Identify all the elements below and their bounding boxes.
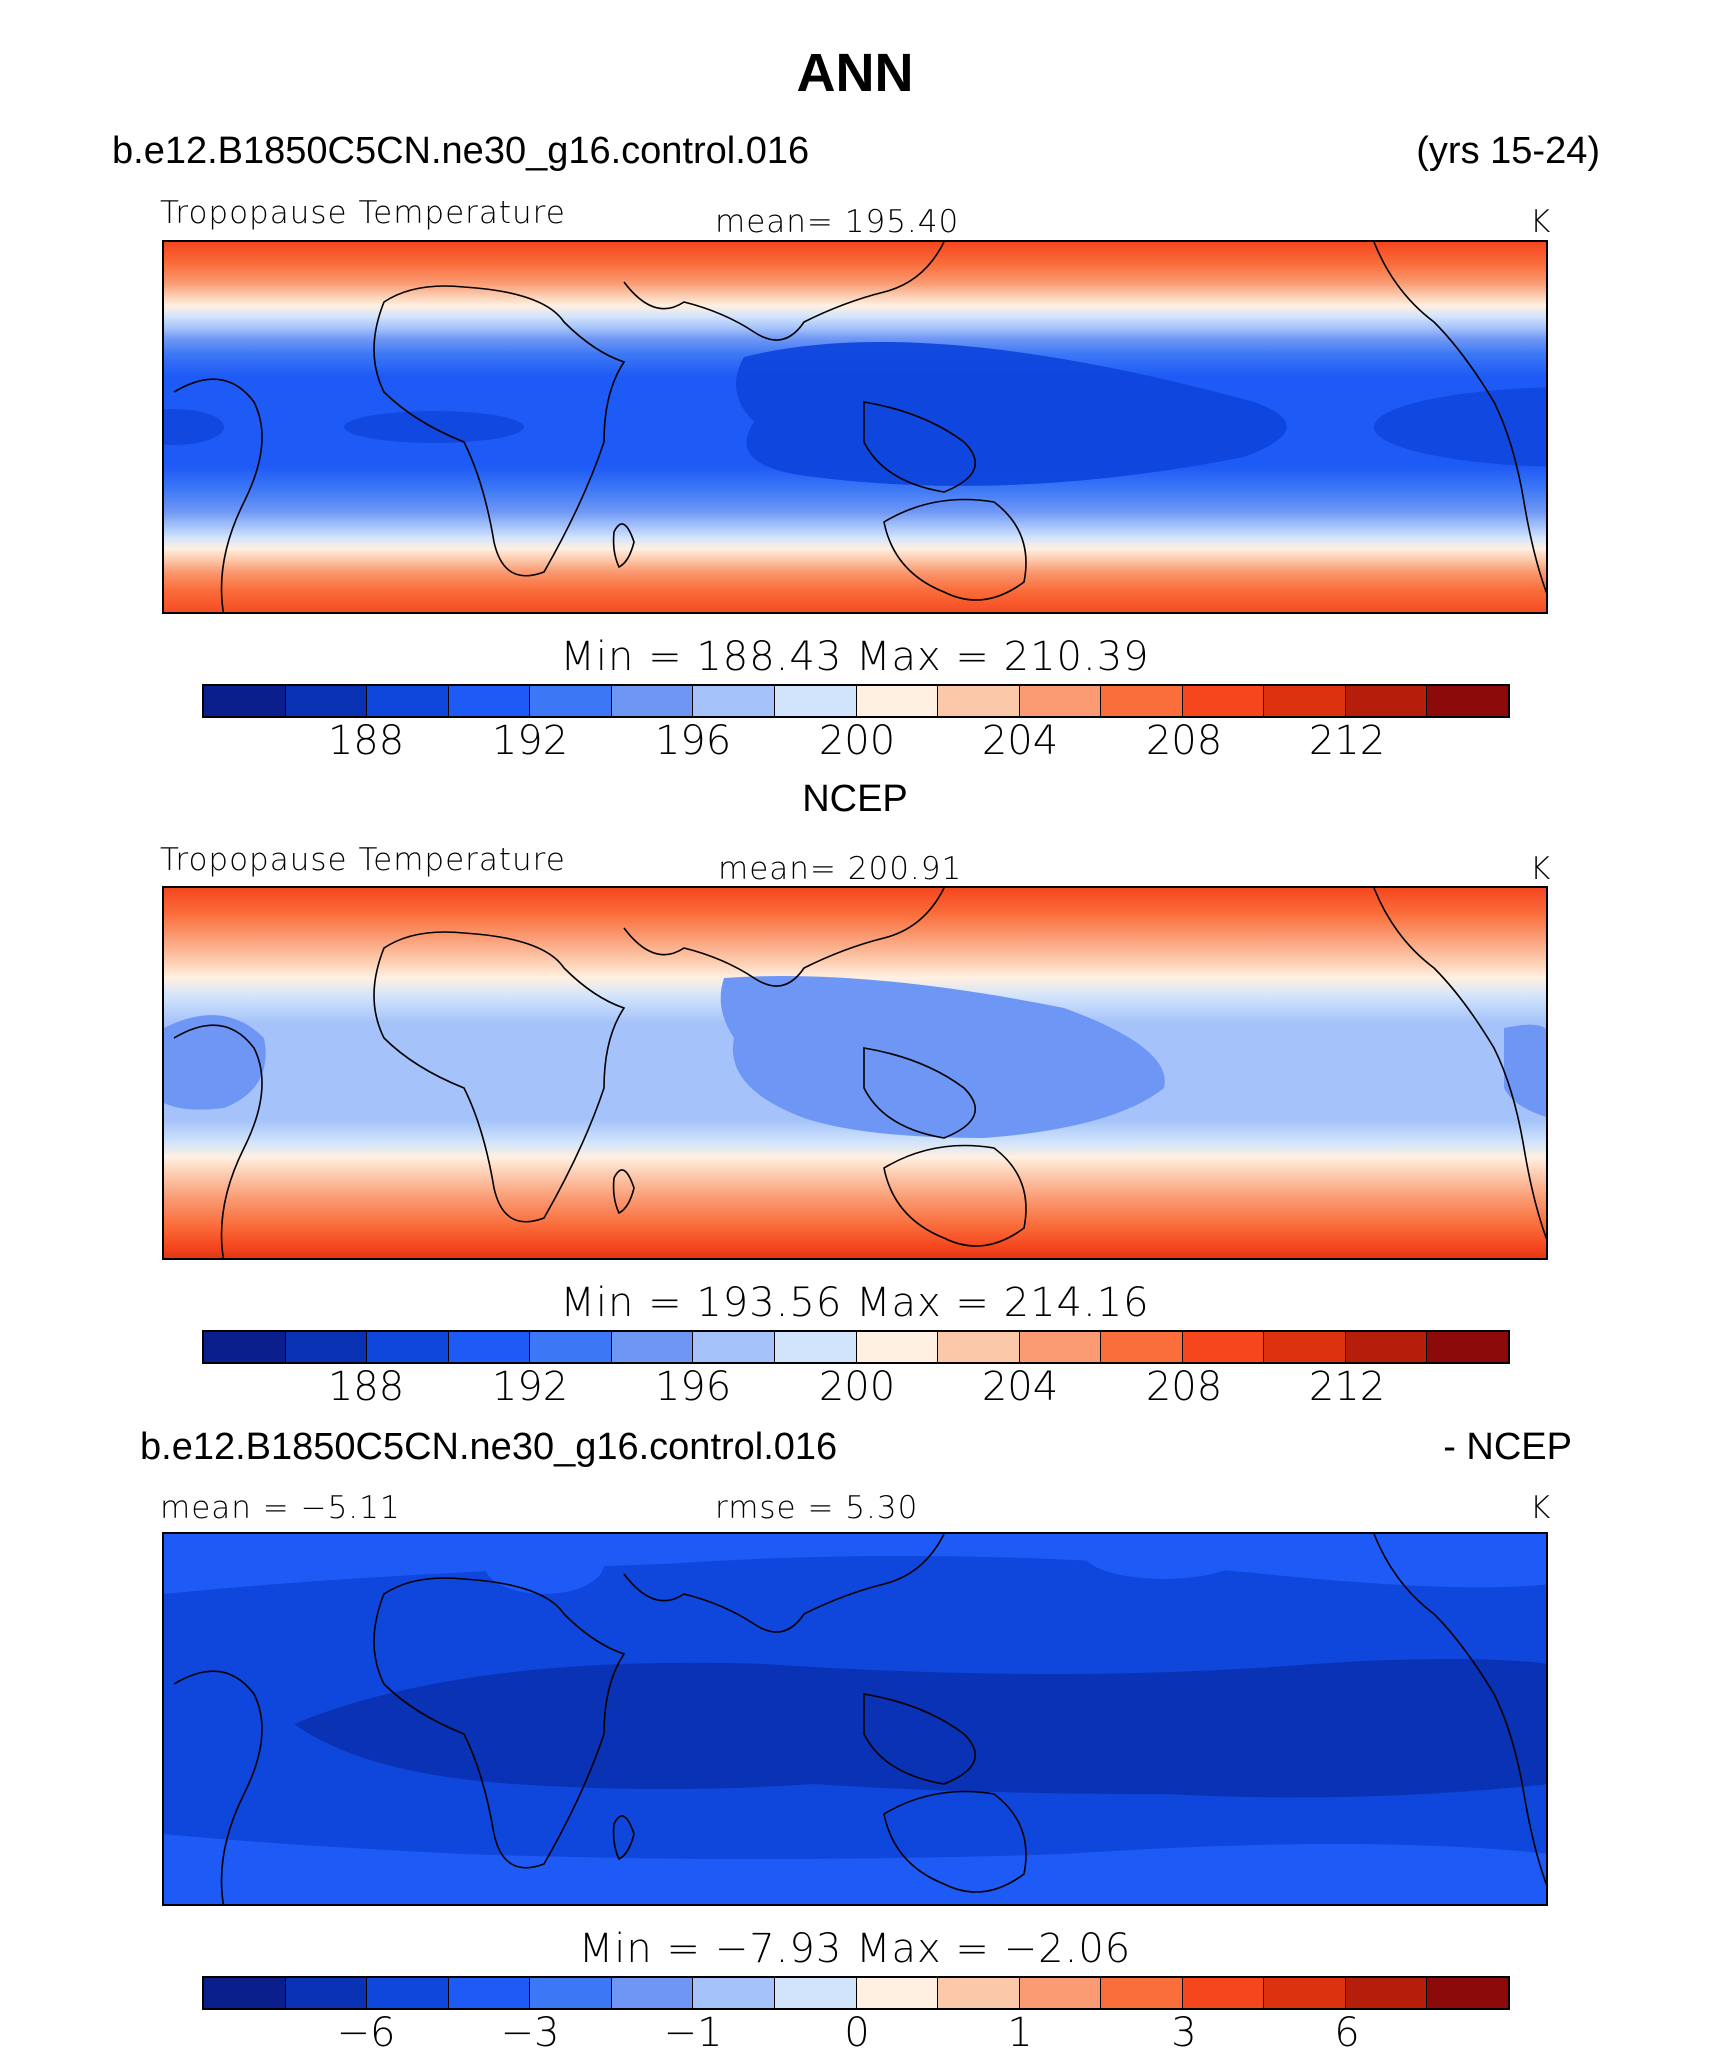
colorbar-segment <box>856 686 939 716</box>
colorbar-segment <box>367 1978 449 2008</box>
panel1-tick: 200 <box>818 718 896 764</box>
panel3-coastlines <box>173 1534 1546 1904</box>
colorbar-segment <box>1264 686 1346 716</box>
page-title: ANN <box>796 43 914 103</box>
colorbar-segment <box>367 686 449 716</box>
colorbar-segment <box>1345 686 1428 716</box>
colorbar-segment <box>611 1978 694 2008</box>
colorbar-segment <box>448 686 531 716</box>
panel2-variable-label: Tropopause Temperature <box>160 842 566 878</box>
panel3-tick: 6 <box>1334 2010 1360 2056</box>
colorbar-segment <box>204 1332 286 1362</box>
panel2-tick: 188 <box>327 1364 405 1410</box>
panel3-colorbar <box>202 1976 1510 2010</box>
colorbar-segment <box>285 1978 368 2008</box>
colorbar-segment <box>938 1978 1020 2008</box>
colorbar-segment <box>1427 1978 1508 2008</box>
panel3-tick: 3 <box>1171 2010 1197 2056</box>
colorbar-segment <box>938 686 1020 716</box>
panel2-mean-label: mean= 200.91 <box>718 851 963 887</box>
colorbar-segment <box>611 1332 694 1362</box>
colorbar-segment <box>1264 1978 1346 2008</box>
colorbar-segment <box>774 1978 857 2008</box>
colorbar-segment <box>285 686 368 716</box>
panel1-mean-label: mean= 195.40 <box>715 204 960 240</box>
colorbar-segment <box>204 686 286 716</box>
colorbar-segment <box>1019 1332 1102 1362</box>
colorbar-segment <box>693 686 775 716</box>
colorbar-segment <box>774 1332 857 1362</box>
panel3-case-name: b.e12.B1850C5CN.ne30_g16.control.016 <box>140 1426 838 1468</box>
colorbar-segment <box>1019 1978 1102 2008</box>
panel2-units-label: K <box>1530 851 1552 887</box>
panel3-mean-label: mean = −5.11 <box>160 1490 401 1526</box>
colorbar-segment <box>204 1978 286 2008</box>
colorbar-segment <box>1427 686 1508 716</box>
colorbar-segment <box>1264 1332 1346 1362</box>
colorbar-segment <box>1427 1332 1508 1362</box>
panel1-variable-label: Tropopause Temperature <box>160 195 566 231</box>
colorbar-segment <box>530 1978 612 2008</box>
panel3-tick: 0 <box>844 2010 870 2056</box>
panel1-tick: 212 <box>1308 718 1386 764</box>
panel3-tick: −6 <box>336 2010 396 2056</box>
panel2-tick: 192 <box>491 1364 569 1410</box>
panel1-colorbar <box>202 684 1510 718</box>
panel2-tick: 196 <box>654 1364 732 1410</box>
colorbar-segment <box>367 1332 449 1362</box>
panel1-years: (yrs 15-24) <box>1416 130 1600 172</box>
panel2-minmax: Min = 193.56 Max = 214.16 <box>560 1280 1150 1326</box>
panel3-tick: 1 <box>1007 2010 1033 2056</box>
colorbar-segment <box>1345 1332 1428 1362</box>
colorbar-segment <box>448 1332 531 1362</box>
colorbar-segment <box>938 1332 1020 1362</box>
panel3-tick: −3 <box>500 2010 560 2056</box>
panel3-map <box>162 1532 1548 1906</box>
colorbar-segment <box>856 1332 939 1362</box>
colorbar-segment <box>1101 1332 1183 1362</box>
colorbar-segment <box>856 1978 939 2008</box>
panel2-tick: 208 <box>1145 1364 1223 1410</box>
panel2-coastlines <box>173 888 1546 1258</box>
panel3-minmax: Min = −7.93 Max = −2.06 <box>578 1926 1132 1972</box>
panel2-title: NCEP <box>802 778 908 820</box>
panel1-tick: 208 <box>1145 718 1223 764</box>
panel1-contour-field <box>164 242 1546 612</box>
panel2-tick: 204 <box>981 1364 1059 1410</box>
panel1-tick: 192 <box>491 718 569 764</box>
colorbar-segment <box>530 1332 612 1362</box>
panel3-contour-field <box>164 1534 1546 1904</box>
colorbar-segment <box>1182 1978 1265 2008</box>
panel1-map <box>162 240 1548 614</box>
panel2-tick: 212 <box>1308 1364 1386 1410</box>
panel2-contour-field <box>164 888 1546 1258</box>
panel1-units-label: K <box>1530 204 1552 240</box>
panel3-minus-ncep: - NCEP <box>1443 1426 1572 1468</box>
panel3-rmse-label: rmse = 5.30 <box>715 1490 919 1526</box>
panel1-minmax: Min = 188.43 Max = 210.39 <box>560 634 1150 680</box>
colorbar-segment <box>285 1332 368 1362</box>
colorbar-segment <box>1019 686 1102 716</box>
panel1-case-name: b.e12.B1850C5CN.ne30_g16.control.016 <box>112 130 810 172</box>
colorbar-segment <box>448 1978 531 2008</box>
colorbar-segment <box>1182 1332 1265 1362</box>
panel1-tick: 196 <box>654 718 732 764</box>
panel1-tick: 188 <box>327 718 405 764</box>
panel1-coastlines <box>173 242 1546 612</box>
colorbar-segment <box>1182 686 1265 716</box>
panel2-map <box>162 886 1548 1260</box>
colorbar-segment <box>1101 1978 1183 2008</box>
panel3-units-label: K <box>1530 1490 1552 1526</box>
colorbar-segment <box>611 686 694 716</box>
colorbar-segment <box>774 686 857 716</box>
panel2-tick: 200 <box>818 1364 896 1410</box>
colorbar-segment <box>693 1978 775 2008</box>
panel1-tick: 204 <box>981 718 1059 764</box>
panel3-tick: −1 <box>663 2010 723 2056</box>
colorbar-segment <box>1345 1978 1428 2008</box>
colorbar-segment <box>1101 686 1183 716</box>
panel2-colorbar <box>202 1330 1510 1364</box>
colorbar-segment <box>693 1332 775 1362</box>
colorbar-segment <box>530 686 612 716</box>
